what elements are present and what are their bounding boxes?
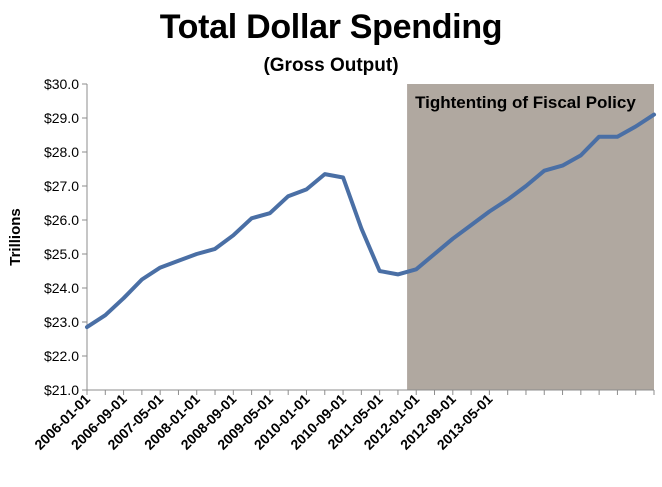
y-axis-label: Trillions (7, 208, 24, 266)
y-tick-label: $28.0 (44, 144, 79, 160)
series-line (85, 112, 656, 330)
y-tick-label: $25.0 (44, 246, 79, 262)
shaded-region-label: Tightenting of Fiscal Policy (415, 93, 636, 112)
y-tick-label: $30.0 (44, 76, 79, 92)
y-tick-label: $26.0 (44, 212, 79, 228)
fiscal-policy-shaded-region (407, 84, 654, 390)
y-tick-label: $27.0 (44, 178, 79, 194)
y-tick-label: $24.0 (44, 280, 79, 296)
y-tick-label: $21.0 (44, 382, 79, 398)
y-tick-label: $22.0 (44, 348, 79, 364)
chart-title: Total Dollar Spending (159, 8, 503, 46)
chart-subtitle: (Gross Output) (263, 55, 399, 76)
y-tick-label: $29.0 (44, 110, 79, 126)
y-tick-label: $23.0 (44, 314, 79, 330)
